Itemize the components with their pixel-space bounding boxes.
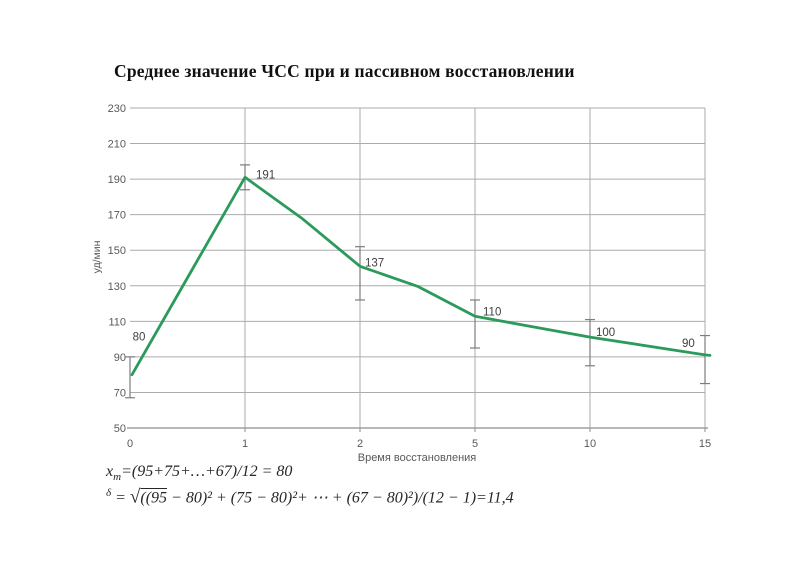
- point-label: 90: [682, 338, 695, 350]
- stdev-formula-rest: − 80)² + (75 − 80)²+ ⋯ + (67 − 80)²)/(12…: [167, 489, 514, 507]
- y-tick-label: 150: [108, 245, 126, 257]
- stdev-formula-radical-sign: √: [129, 486, 141, 508]
- point-label: 110: [483, 306, 501, 318]
- stdev-formula-delta: δ: [106, 487, 112, 499]
- y-tick-label: 210: [108, 139, 126, 151]
- x-tick-label: 5: [472, 438, 478, 450]
- y-tick-label: 190: [108, 174, 126, 186]
- x-tick-label: 15: [699, 438, 711, 450]
- y-tick-label: 70: [114, 387, 126, 399]
- x-tick-label: 2: [357, 438, 363, 450]
- mean-formula: xm=(95+75+…+67)/12 = 80: [106, 463, 292, 483]
- x-tick-label: 0: [127, 438, 133, 450]
- stdev-formula: δ = √((95 − 80)² + (75 − 80)²+ ⋯ + (67 −…: [106, 487, 514, 507]
- y-axis-title: уд/мин: [91, 240, 103, 273]
- y-tick-label: 50: [114, 423, 126, 435]
- y-tick-label: 170: [108, 210, 126, 222]
- stdev-formula-radicand: ((95: [140, 489, 168, 507]
- y-tick-label: 130: [108, 281, 126, 293]
- series-line: [130, 175, 712, 377]
- y-tick-label: 110: [108, 316, 126, 328]
- point-label: 137: [365, 257, 384, 269]
- point-label: 191: [256, 169, 275, 181]
- point-label: 100: [596, 327, 615, 339]
- mean-formula-var: x: [106, 463, 114, 480]
- point-label: 80: [133, 332, 146, 344]
- mean-formula-rest: =(95+75+…+67)/12 = 80: [121, 463, 293, 480]
- slide-title: Среднее значение ЧСС при и пассивном вос…: [114, 61, 575, 81]
- x-tick-label: 10: [584, 438, 596, 450]
- stdev-formula-eq: =: [111, 489, 130, 507]
- y-tick-label: 230: [108, 103, 126, 115]
- x-tick-label: 1: [242, 438, 248, 450]
- y-tick-label: 90: [114, 352, 126, 364]
- x-axis-title: Время восстановления: [358, 452, 477, 464]
- mean-formula-sub: m: [113, 471, 122, 484]
